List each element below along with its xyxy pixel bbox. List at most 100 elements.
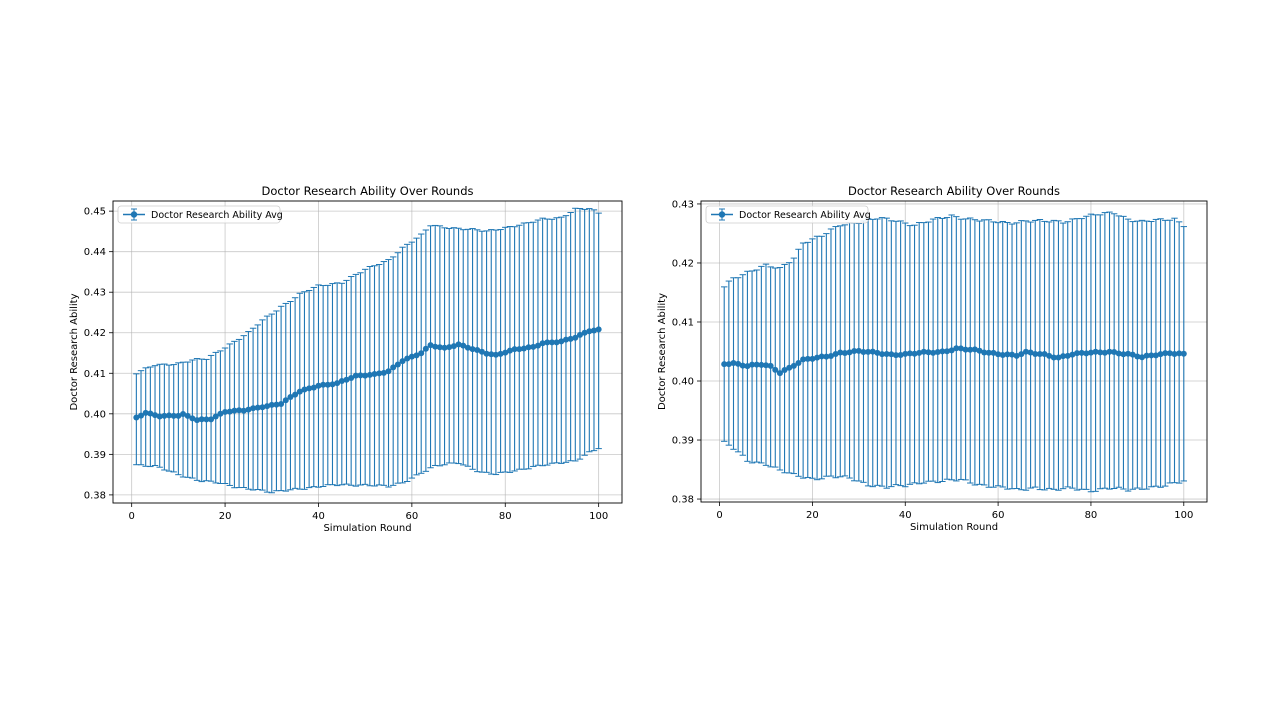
data-point: [1143, 352, 1150, 359]
data-point: [483, 350, 490, 357]
data-point: [161, 412, 168, 419]
data-point: [916, 349, 923, 356]
data-point: [366, 371, 373, 378]
data-point: [530, 343, 537, 350]
data-point: [581, 329, 588, 336]
legend-label: Doctor Research Ability Avg: [739, 210, 871, 221]
data-point: [1036, 351, 1043, 358]
x-tick-label: 60: [992, 510, 1005, 521]
data-point: [315, 382, 322, 389]
data-point: [133, 414, 140, 421]
data-point: [739, 362, 746, 369]
data-point: [781, 367, 788, 374]
data-point: [1157, 351, 1164, 358]
y-axis-label: Doctor Research Ability: [657, 293, 668, 410]
data-point: [1078, 349, 1085, 356]
data-point: [934, 348, 941, 355]
data-point: [511, 346, 518, 353]
data-point: [1125, 350, 1132, 357]
data-point: [753, 361, 760, 368]
data-point: [865, 348, 872, 355]
data-point: [180, 411, 187, 418]
data-point: [800, 356, 807, 363]
chart-title: Doctor Research Ability Over Rounds: [262, 184, 474, 198]
data-point: [911, 350, 918, 357]
data-point: [837, 349, 844, 356]
data-point: [502, 349, 509, 356]
data-point: [944, 348, 951, 355]
data-point: [744, 363, 751, 370]
data-point: [1074, 350, 1081, 357]
data-point: [1162, 350, 1169, 357]
data-point: [558, 338, 565, 345]
data-point: [855, 347, 862, 354]
y-tick-label: 0.43: [672, 199, 694, 210]
data-point: [939, 348, 946, 355]
data-point: [1106, 348, 1113, 355]
data-point: [394, 361, 401, 368]
data-point: [976, 347, 983, 354]
data-point: [832, 350, 839, 357]
data-point: [981, 349, 988, 356]
legend-box: [117, 205, 281, 224]
data-point: [310, 384, 317, 391]
x-axis-label: Simulation Round: [910, 522, 998, 533]
data-point: [1120, 351, 1127, 358]
data-point: [427, 342, 434, 349]
data-point: [576, 331, 583, 338]
data-point: [1013, 352, 1020, 359]
data-point: [967, 346, 974, 353]
data-point: [231, 407, 238, 414]
data-point: [506, 347, 513, 354]
data-point: [334, 380, 341, 387]
data-point: [492, 351, 499, 358]
data-point: [362, 372, 369, 379]
y-tick-label: 0.41: [672, 317, 694, 328]
chart-right: Doctor Research Ability Over Rounds 0 20 40…: [657, 184, 1208, 533]
data-point: [520, 345, 527, 352]
x-tick-label: 40: [312, 511, 325, 522]
y-tick-label: 0.40: [84, 409, 106, 420]
data-point: [925, 349, 932, 356]
data-point: [385, 368, 392, 375]
data-point: [320, 381, 327, 388]
y-tick-label: 0.39: [84, 450, 106, 461]
data-point: [254, 404, 261, 411]
data-point: [497, 350, 504, 357]
data-point: [525, 344, 532, 351]
data-point: [212, 413, 219, 420]
data-point: [226, 408, 233, 415]
y-tick-label: 0.42: [84, 328, 106, 339]
data-point: [1083, 350, 1090, 357]
data-point: [1041, 351, 1048, 358]
data-point: [152, 412, 159, 419]
grid-lines: [113, 201, 622, 503]
chart-title: Doctor Research Ability Over Rounds: [848, 184, 1060, 198]
y-axis-label: Doctor Research Ability: [69, 293, 80, 410]
data-point: [469, 346, 476, 353]
legend: Doctor Research Ability Avg: [117, 205, 283, 224]
data-point: [329, 381, 336, 388]
y-tick-label: 0.38: [84, 490, 106, 501]
data-point: [567, 335, 574, 342]
data-point: [488, 351, 495, 358]
data-point: [539, 340, 546, 347]
data-point: [1115, 350, 1122, 357]
data-point: [548, 339, 555, 346]
data-point: [217, 410, 224, 417]
data-point: [259, 404, 266, 411]
data-point: [879, 351, 886, 358]
data-point: [478, 348, 485, 355]
data-point: [823, 353, 830, 360]
data-point: [562, 336, 569, 343]
data-point: [264, 403, 271, 410]
data-point: [282, 397, 289, 404]
data-point: [287, 393, 294, 400]
data-point: [166, 412, 173, 419]
data-point: [1134, 353, 1141, 360]
data-point: [441, 344, 448, 351]
data-point: [245, 406, 252, 413]
data-point: [1055, 354, 1062, 361]
x-tick-label: 60: [405, 511, 418, 522]
data-point: [883, 351, 890, 358]
